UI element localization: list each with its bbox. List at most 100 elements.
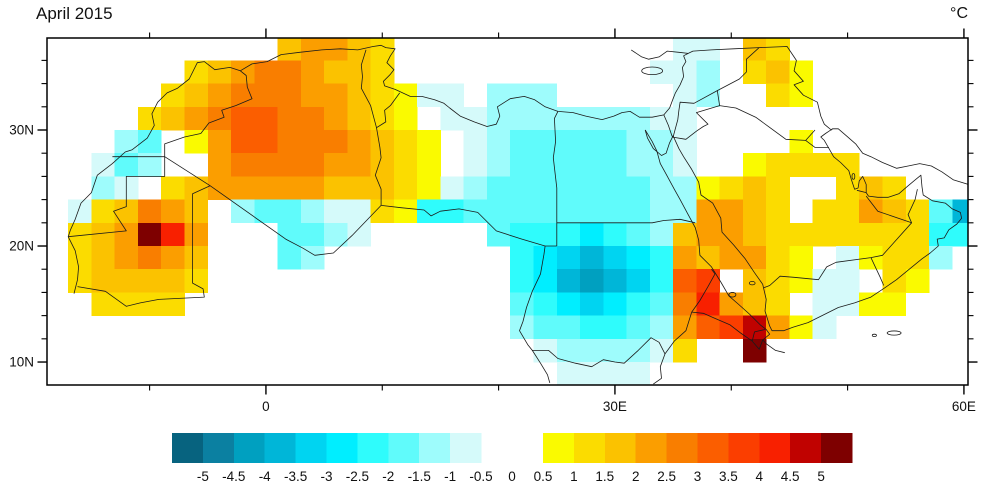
- anomaly-cell: [510, 222, 534, 247]
- anomaly-cell: [347, 106, 372, 131]
- anomaly-cell: [812, 292, 837, 317]
- colorbar-cell-positive: [821, 433, 853, 463]
- anomaly-cell: [370, 83, 395, 108]
- anomaly-cell: [161, 246, 185, 270]
- border-tunisia-algeria-libya: [374, 92, 401, 206]
- border-levant-jordan-saudi: [663, 90, 720, 140]
- anomaly-cell: [277, 129, 302, 154]
- anomaly-cell: [347, 129, 372, 154]
- colorbar-cell-negative: [202, 433, 235, 463]
- figure-title: April 2015: [36, 4, 113, 23]
- anomaly-cell: [696, 292, 721, 317]
- anomaly-cell: [766, 176, 790, 201]
- anomaly-cell: [91, 176, 116, 201]
- anomaly-cell: [580, 338, 604, 363]
- anomaly-cell: [370, 199, 395, 224]
- anomaly-cell: [184, 246, 209, 270]
- anomaly-cell: [603, 153, 627, 177]
- anomaly-cell: [324, 129, 348, 154]
- anomaly-cell: [393, 83, 418, 108]
- anomaly-cell: [742, 292, 767, 317]
- colorbar-tick-label: -5: [197, 469, 209, 484]
- anomaly-cell: [649, 338, 674, 363]
- colorbar-cell-positive: [728, 433, 760, 463]
- colorbar-cell-positive: [635, 433, 667, 463]
- anomaly-cell: [440, 106, 465, 131]
- anomaly-cell: [486, 176, 511, 201]
- anomaly-cell: [626, 129, 651, 154]
- anomaly-cell: [114, 129, 139, 154]
- anomaly-cell: [673, 292, 697, 317]
- anomaly-cell: [231, 106, 255, 131]
- anomaly-cell: [137, 246, 162, 270]
- anomaly-cell: [486, 199, 511, 224]
- anomaly-cell: [510, 106, 534, 131]
- anomaly-cell: [91, 222, 116, 247]
- anomaly-cell: [510, 129, 534, 154]
- anomaly-cell: [929, 199, 953, 224]
- anomaly-cell: [300, 153, 325, 177]
- anomaly-cell: [580, 315, 604, 340]
- anomaly-cell: [114, 222, 139, 247]
- colorbar-cell-positive: [697, 433, 729, 463]
- anomaly-cell: [649, 153, 674, 177]
- anomaly-cell: [231, 153, 255, 177]
- anomaly-cell: [649, 199, 674, 224]
- anomaly-cell: [510, 315, 534, 340]
- colorbar-tick-label: -1: [444, 469, 456, 484]
- x-tick-label: 0: [262, 399, 270, 414]
- anomaly-cell: [766, 199, 790, 224]
- anomaly-cell: [673, 106, 697, 131]
- anomaly-cell: [882, 199, 907, 224]
- colorbar-tick-label: 4: [756, 469, 764, 484]
- anomaly-cell: [696, 246, 721, 270]
- anomaly-cell: [556, 246, 581, 270]
- anomaly-cell: [254, 60, 278, 84]
- anomaly-cell: [789, 222, 814, 247]
- anomaly-cell: [556, 362, 581, 385]
- island-cyprus: [641, 66, 664, 76]
- coast-arabia-gulf: [644, 128, 968, 332]
- colorbar-tick-label: 2.5: [657, 469, 676, 484]
- anomaly-cell: [766, 246, 790, 270]
- anomaly-cell: [324, 60, 348, 84]
- colorbar-cell-positive: [543, 433, 575, 463]
- border-iraq-saudi: [719, 105, 816, 141]
- colorbar-cell-negative: [264, 433, 296, 463]
- anomaly-cell: [766, 38, 790, 61]
- colorbar-cell-negative: [326, 433, 358, 463]
- anomaly-cell: [603, 315, 627, 340]
- anomaly-cell: [789, 315, 814, 340]
- anomaly-cell: [324, 83, 348, 108]
- border-saudi-yemen-oman: [763, 222, 912, 289]
- anomaly-cell: [231, 176, 255, 201]
- anomaly-cell: [673, 83, 697, 108]
- colorbar-cell-positive: [573, 433, 606, 463]
- anomaly-cell: [91, 246, 116, 270]
- anomaly-cell: [510, 153, 534, 177]
- anomaly-cell: [184, 199, 209, 224]
- anomaly-cell: [510, 199, 534, 224]
- anomaly-cell: [486, 153, 511, 177]
- anomaly-cell: [114, 292, 139, 317]
- anomaly-cell: [580, 246, 604, 270]
- anomaly-cell: [347, 222, 372, 247]
- anomaly-cell: [673, 315, 697, 340]
- anomaly-cell: [556, 315, 581, 340]
- anomaly-cell: [882, 292, 907, 317]
- anomaly-cell: [789, 83, 814, 108]
- units-label: °C: [950, 5, 968, 22]
- anomaly-cell: [324, 199, 348, 224]
- anomaly-cell: [91, 153, 116, 177]
- anomaly-cell: [533, 292, 558, 317]
- anomaly-cell: [789, 269, 814, 293]
- anomaly-cell: [649, 292, 674, 317]
- colorbar-tick-label: -4.5: [222, 469, 245, 484]
- anomaly-cell: [626, 106, 651, 131]
- colorbar-cell-negative: [233, 433, 266, 463]
- anomaly-cell: [324, 222, 348, 247]
- anomaly-cell: [626, 153, 651, 177]
- anomaly-cell: [161, 106, 185, 131]
- anomaly-cell: [533, 199, 558, 224]
- anomaly-cell: [580, 153, 604, 177]
